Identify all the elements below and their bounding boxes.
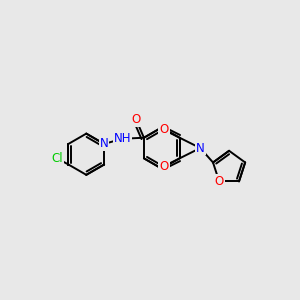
Text: NH: NH: [113, 132, 131, 145]
Text: N: N: [100, 137, 109, 150]
Text: O: O: [159, 123, 169, 136]
Text: Cl: Cl: [51, 152, 63, 165]
Text: N: N: [196, 142, 205, 154]
Text: O: O: [159, 160, 169, 173]
Text: O: O: [214, 175, 224, 188]
Text: O: O: [131, 113, 141, 126]
